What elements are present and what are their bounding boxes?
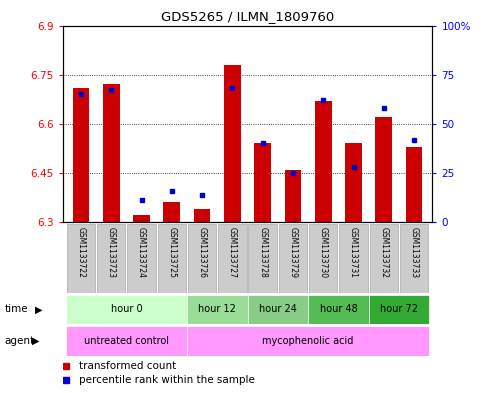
- Text: hour 48: hour 48: [320, 305, 357, 314]
- Text: transformed count: transformed count: [79, 362, 177, 371]
- Bar: [72, 88, 89, 222]
- Bar: [187, 326, 429, 356]
- Bar: [248, 224, 277, 293]
- Bar: [67, 224, 95, 293]
- Bar: [248, 295, 308, 324]
- Bar: [406, 147, 423, 222]
- Text: GSM1133726: GSM1133726: [198, 227, 207, 278]
- Text: agent: agent: [5, 336, 35, 346]
- Bar: [375, 117, 392, 222]
- Bar: [187, 295, 248, 324]
- Text: hour 12: hour 12: [199, 305, 236, 314]
- Text: GSM1133722: GSM1133722: [76, 227, 85, 277]
- Text: time: time: [5, 304, 28, 314]
- Bar: [369, 295, 429, 324]
- Bar: [103, 84, 120, 222]
- Text: GSM1133729: GSM1133729: [288, 227, 298, 278]
- Text: hour 24: hour 24: [259, 305, 297, 314]
- Bar: [157, 224, 186, 293]
- Text: hour 0: hour 0: [111, 305, 142, 314]
- Text: ▶: ▶: [35, 304, 43, 314]
- Bar: [188, 224, 216, 293]
- Text: GSM1133730: GSM1133730: [319, 227, 328, 278]
- Bar: [218, 224, 247, 293]
- Text: GSM1133727: GSM1133727: [228, 227, 237, 278]
- Bar: [255, 143, 271, 222]
- Bar: [66, 326, 187, 356]
- Text: GSM1133723: GSM1133723: [107, 227, 116, 278]
- Bar: [400, 224, 428, 293]
- Bar: [133, 215, 150, 222]
- Text: hour 72: hour 72: [380, 305, 418, 314]
- Text: GSM1133733: GSM1133733: [410, 227, 419, 278]
- Text: GSM1133724: GSM1133724: [137, 227, 146, 278]
- Bar: [309, 224, 338, 293]
- Text: ▶: ▶: [32, 336, 40, 346]
- Bar: [97, 224, 126, 293]
- Text: mycophenolic acid: mycophenolic acid: [262, 336, 354, 346]
- Bar: [224, 65, 241, 222]
- Bar: [345, 143, 362, 222]
- Bar: [308, 295, 369, 324]
- Bar: [284, 170, 301, 222]
- Bar: [339, 224, 368, 293]
- Text: percentile rank within the sample: percentile rank within the sample: [79, 375, 256, 385]
- Text: GSM1133732: GSM1133732: [379, 227, 388, 278]
- Text: untreated control: untreated control: [84, 336, 169, 346]
- Bar: [279, 224, 307, 293]
- Text: GSM1133731: GSM1133731: [349, 227, 358, 278]
- Bar: [315, 101, 332, 222]
- Bar: [194, 209, 211, 222]
- Bar: [66, 295, 187, 324]
- Bar: [369, 224, 398, 293]
- Title: GDS5265 / ILMN_1809760: GDS5265 / ILMN_1809760: [161, 10, 334, 23]
- Bar: [128, 224, 156, 293]
- Bar: [163, 202, 180, 222]
- Text: GSM1133728: GSM1133728: [258, 227, 267, 277]
- Text: GSM1133725: GSM1133725: [167, 227, 176, 278]
